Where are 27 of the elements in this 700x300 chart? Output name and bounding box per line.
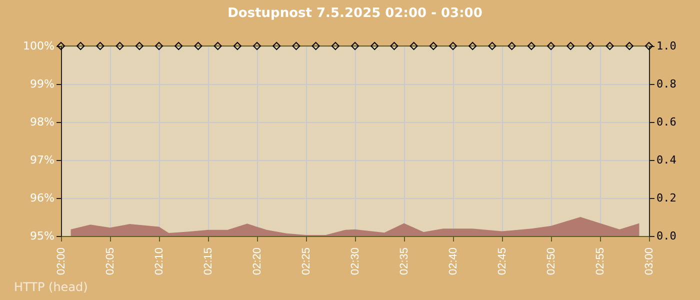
x-tick-label: 02:05 <box>104 248 116 276</box>
y2-tick-label: 0.6 <box>656 116 676 128</box>
text: HTTP (head) <box>14 280 88 294</box>
x-tick-label: 02:45 <box>496 248 508 276</box>
x-tick-label: 02:55 <box>594 248 606 276</box>
y2-tick-label: 0.2 <box>656 192 676 204</box>
x-tick-label: 02:25 <box>300 248 312 276</box>
x-tick-label: 02:35 <box>398 248 410 276</box>
x-tick-label: 02:30 <box>350 248 362 276</box>
y-tick-label: 98% <box>30 116 54 128</box>
chart-title: Dostupnost 7.5.2025 02:00 - 03:00 <box>228 6 482 21</box>
x-tick-label: 02:40 <box>448 248 460 276</box>
y-tick-label: 100% <box>23 40 54 52</box>
y2-tick-label: 0.8 <box>656 78 676 90</box>
y-tick-label: 97% <box>30 154 54 166</box>
x-tick-label: 03:00 <box>644 248 656 276</box>
y2-tick-label: 0.0 <box>656 230 676 242</box>
x-tick-label: 02:00 <box>56 248 68 276</box>
y-tick-label: 95% <box>30 230 54 242</box>
y-tick-label: 99% <box>30 78 54 90</box>
y-tick-label: 96% <box>30 192 54 204</box>
x-tick-label: 02:20 <box>252 248 264 276</box>
x-tick-label: 02:50 <box>546 248 558 276</box>
x-tick-label: 02:10 <box>154 248 166 276</box>
x-tick-label: 02:15 <box>202 248 214 276</box>
y2-tick-label: 1.0 <box>656 40 676 52</box>
y2-tick-label: 0.4 <box>656 154 677 166</box>
